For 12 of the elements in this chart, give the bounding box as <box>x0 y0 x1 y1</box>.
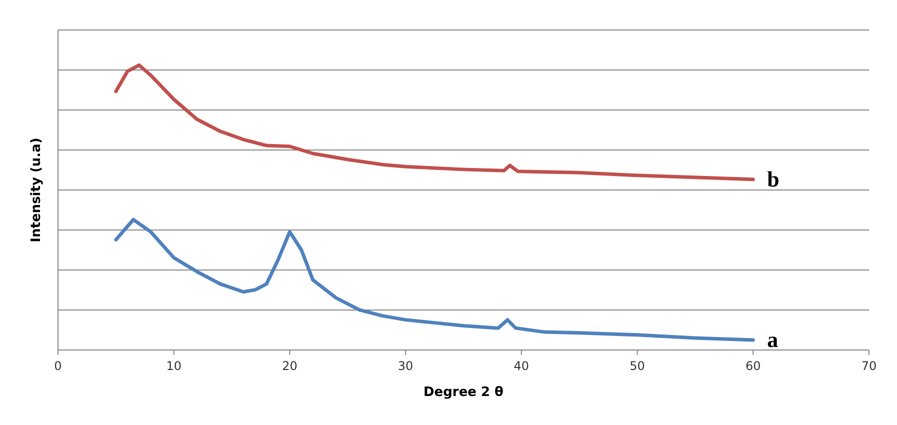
x-tick-label: 60 <box>746 359 761 373</box>
x-tick-label: 70 <box>861 359 877 373</box>
x-tick-label: 50 <box>630 359 645 373</box>
x-tick-label: 10 <box>166 359 182 373</box>
x-tick-label: 30 <box>398 359 414 373</box>
x-tick-label: 0 <box>54 359 62 373</box>
series-label: a <box>767 327 778 352</box>
x-tick-label: 20 <box>282 359 298 373</box>
y-axis-title: Intensity (u.a) <box>29 138 44 242</box>
x-tick-label: 40 <box>514 359 530 373</box>
x-axis-title: Degree 2 θ <box>424 385 504 400</box>
series-label: b <box>767 166 780 192</box>
